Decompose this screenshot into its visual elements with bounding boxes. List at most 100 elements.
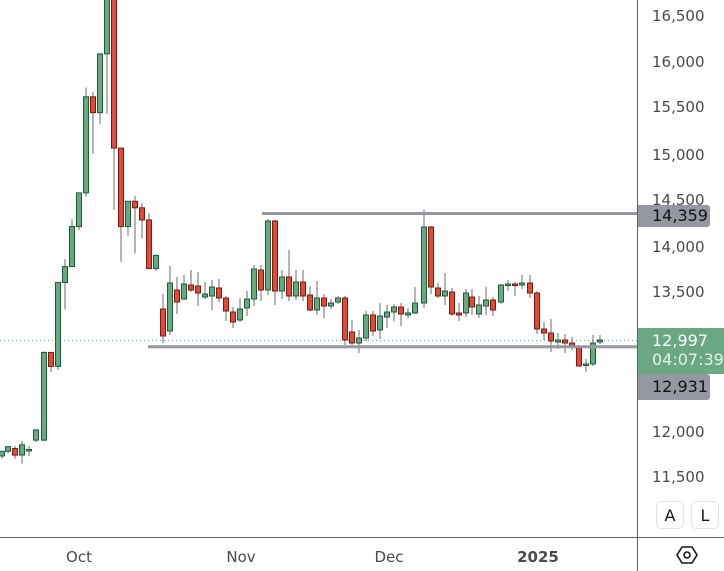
bullish-candle (314, 297, 320, 311)
bearish-candle (300, 281, 306, 297)
bearish-candle (469, 296, 475, 308)
time-tick-label: 2025 (517, 548, 559, 566)
bearish-candle (216, 287, 222, 299)
price-tick-label: 16,000 (652, 53, 705, 71)
price-tick-label: 11,500 (652, 468, 705, 486)
bullish-candle (202, 293, 208, 298)
bullish-candle (377, 315, 383, 331)
bullish-candle (97, 53, 103, 114)
bullish-candle (384, 311, 390, 318)
bearish-candle (321, 297, 327, 307)
bearish-candle (160, 308, 166, 337)
bullish-candle (181, 283, 187, 300)
price-tick-label: 14,000 (652, 238, 705, 256)
price-tick-label: 15,000 (652, 146, 705, 164)
auto-scale-label: A (664, 505, 676, 525)
bullish-candle (590, 342, 596, 365)
bullish-candle (167, 282, 173, 332)
level-high-value: 14,359 (652, 206, 708, 225)
bearish-candle (118, 147, 124, 227)
bullish-candle (505, 283, 511, 286)
bullish-candle (125, 200, 131, 227)
bullish-candle (104, 0, 110, 55)
level-low-value: 12,931 (652, 377, 708, 396)
bullish-candle (76, 192, 82, 227)
bearish-candle (139, 207, 145, 221)
bearish-candle (307, 294, 313, 311)
bearish-candle (286, 276, 292, 297)
bearish-candle (534, 292, 540, 330)
last-price-value: 12,997 (652, 331, 708, 350)
bearish-candle (562, 339, 568, 344)
bullish-candle (26, 448, 32, 452)
bearish-candle (490, 299, 496, 311)
bearish-candle (349, 331, 355, 344)
bullish-candle (498, 284, 504, 303)
bearish-candle (48, 351, 54, 367)
bearish-candle (146, 219, 152, 269)
bearish-candle (576, 347, 582, 367)
bearish-candle (512, 283, 518, 286)
bullish-candle (405, 312, 411, 316)
time-tick-label: Nov (226, 548, 256, 566)
bullish-candle (519, 282, 525, 286)
bearish-candle (174, 289, 180, 303)
bearish-candle (272, 220, 278, 292)
price-tick-label: 14,500 (652, 191, 705, 209)
bullish-candle (483, 299, 489, 307)
bearish-candle (456, 312, 462, 316)
bullish-candle (55, 281, 61, 367)
last-price-tag: 12,997 04:07:39 (638, 328, 724, 374)
hexagon-settings-icon (676, 546, 698, 564)
bullish-candle (237, 308, 243, 321)
bar-countdown: 04:07:39 (652, 350, 724, 369)
bullish-candle (265, 220, 271, 291)
price-tick-label: 12,000 (652, 423, 705, 441)
bullish-candle (153, 254, 159, 269)
bullish-candle (244, 298, 250, 309)
bullish-candle (356, 337, 362, 344)
bearish-candle (428, 226, 434, 288)
bearish-candle (370, 314, 376, 332)
bullish-candle (19, 444, 25, 456)
bearish-candle (223, 297, 229, 312)
time-axis[interactable]: Oct Nov Dec 2025 (0, 537, 637, 571)
settings-button[interactable] (676, 544, 698, 566)
bullish-candle (279, 276, 285, 292)
bearish-candle (12, 448, 18, 456)
level-high-price-tag: 14,359 (638, 205, 710, 227)
bearish-candle (230, 311, 236, 323)
bullish-candle (62, 266, 68, 283)
bullish-candle (293, 281, 299, 297)
auto-scale-button[interactable]: A (656, 501, 684, 529)
bearish-candle (527, 282, 533, 294)
log-scale-button[interactable]: L (691, 501, 719, 529)
bullish-candle (251, 268, 257, 300)
bullish-candle (476, 304, 482, 315)
bullish-candle (463, 292, 469, 314)
bullish-candle (363, 314, 369, 339)
bearish-candle (195, 285, 201, 294)
bearish-candle (435, 287, 441, 297)
price-axis[interactable]: 16,500 16,000 15,500 15,000 14,000 13,500 12,0… (637, 0, 724, 537)
bullish-candle (69, 225, 75, 268)
bearish-candle (398, 306, 404, 315)
bullish-candle (83, 96, 89, 194)
bullish-candle (391, 306, 397, 313)
time-tick-label: Dec (374, 548, 404, 566)
price-tick-label: 15,500 (652, 98, 705, 116)
bullish-candle (442, 290, 448, 297)
bullish-candle (421, 226, 427, 304)
bearish-candle (90, 96, 96, 114)
bullish-candle (328, 302, 334, 307)
bullish-candle (41, 351, 47, 441)
price-tick-label: 13,500 (652, 283, 705, 301)
bullish-candle (555, 339, 561, 343)
bearish-candle (342, 297, 348, 341)
bearish-candle (541, 328, 547, 334)
candlestick-chart (0, 0, 637, 464)
bullish-candle (412, 302, 418, 314)
chart-plot-area[interactable] (0, 0, 637, 537)
bearish-candle (188, 284, 194, 291)
time-tick-label: Oct (66, 548, 92, 566)
